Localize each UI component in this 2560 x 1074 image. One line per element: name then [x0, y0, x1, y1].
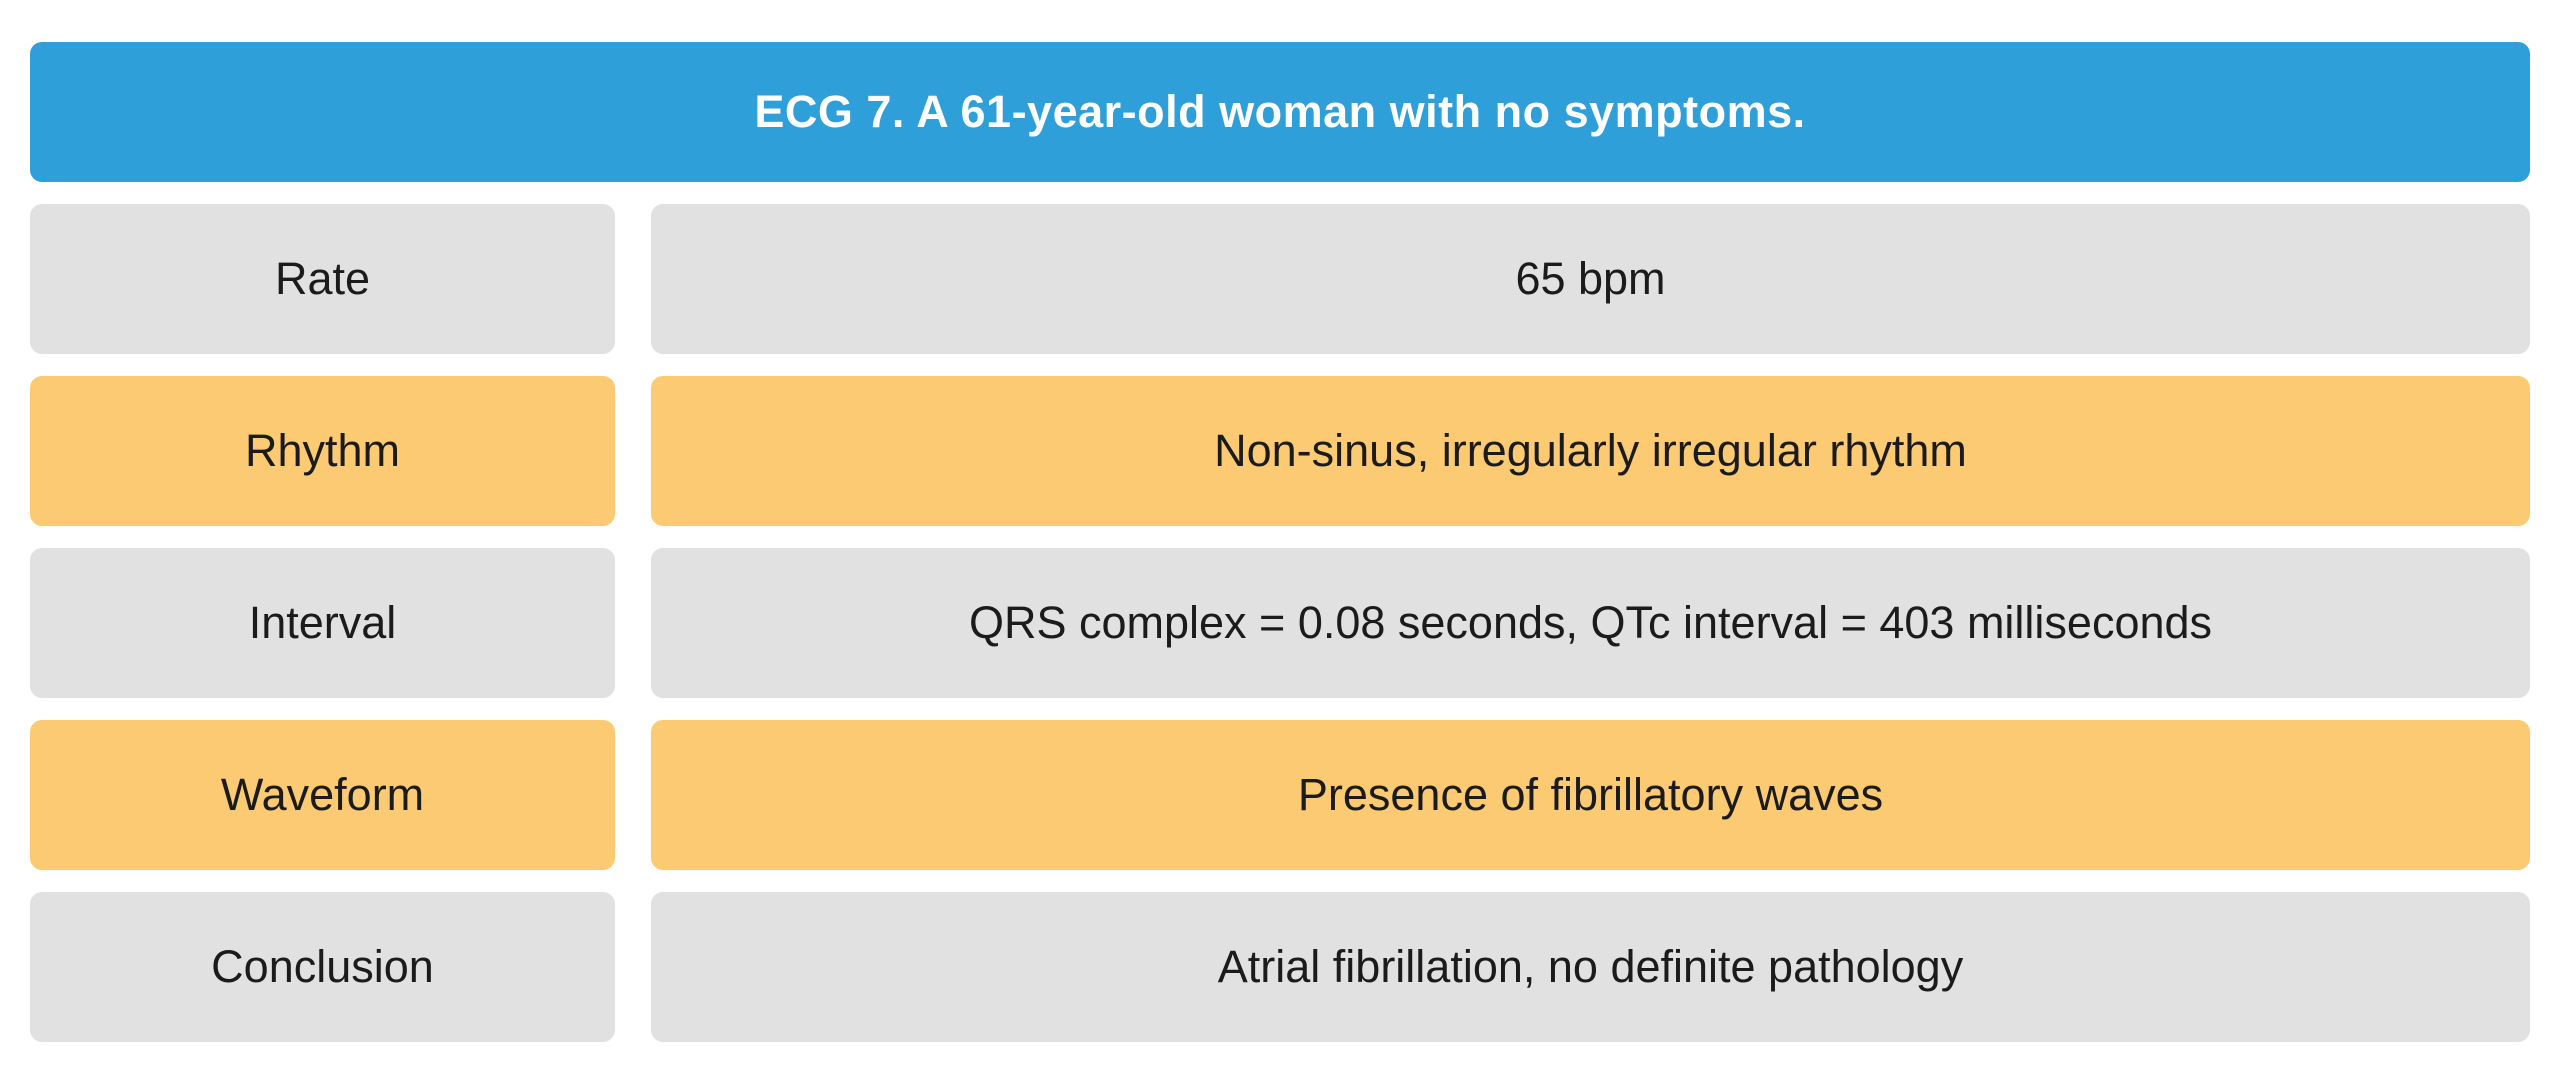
ecg-table: Rate 65 bpm Rhythm Non-sinus, irregularl…	[30, 204, 2530, 1042]
row-value: Presence of fibrillatory waves	[1297, 769, 1884, 820]
table-row: Waveform Presence of fibrillatory waves	[30, 720, 2530, 870]
row-label: Conclusion	[211, 941, 434, 992]
table-row: Rhythm Non-sinus, irregularly irregular …	[30, 376, 2530, 526]
table-row: Rate 65 bpm	[30, 204, 2530, 354]
row-value: QRS complex = 0.08 seconds, QTc interval…	[968, 597, 2213, 648]
row-label: Interval	[248, 597, 397, 648]
row-label: Rate	[274, 253, 371, 304]
row-value-cell: Atrial fibrillation, no definite patholo…	[651, 892, 2530, 1042]
row-value: 65 bpm	[1515, 253, 1666, 304]
page-title: ECG 7. A 61-year-old woman with no sympt…	[754, 86, 1806, 137]
row-value-cell: Non-sinus, irregularly irregular rhythm	[651, 376, 2530, 526]
row-value-cell: 65 bpm	[651, 204, 2530, 354]
table-row: Interval QRS complex = 0.08 seconds, QTc…	[30, 548, 2530, 698]
row-label-cell: Interval	[30, 548, 615, 698]
table-row: Conclusion Atrial fibrillation, no defin…	[30, 892, 2530, 1042]
row-label-cell: Conclusion	[30, 892, 615, 1042]
row-value: Non-sinus, irregularly irregular rhythm	[1214, 425, 1967, 476]
row-label: Waveform	[220, 769, 425, 820]
row-label-cell: Waveform	[30, 720, 615, 870]
row-value: Atrial fibrillation, no definite patholo…	[1217, 941, 1964, 992]
row-label-cell: Rate	[30, 204, 615, 354]
row-value-cell: QRS complex = 0.08 seconds, QTc interval…	[651, 548, 2530, 698]
table-header: ECG 7. A 61-year-old woman with no sympt…	[30, 42, 2530, 182]
row-value-cell: Presence of fibrillatory waves	[651, 720, 2530, 870]
row-label-cell: Rhythm	[30, 376, 615, 526]
row-label: Rhythm	[244, 425, 401, 476]
